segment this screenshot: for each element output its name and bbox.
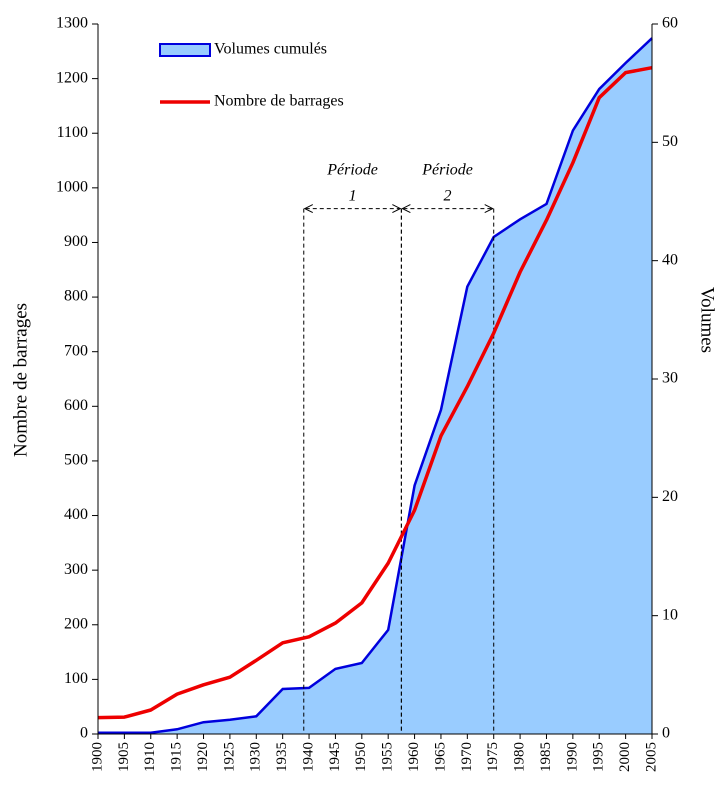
x-tick-label: 1980: [512, 742, 528, 772]
x-tick-label: 2005: [643, 742, 659, 772]
x-tick-label: 1955: [380, 742, 396, 772]
y-tick-label: 1300: [56, 15, 88, 32]
x-tick-label: 1950: [353, 742, 369, 772]
x-tick-label: 1975: [485, 742, 501, 772]
line: [97, 65, 653, 720]
x-tick-label: 1965: [432, 742, 448, 772]
x-tick-label: 1985: [538, 742, 554, 772]
y-tick-label: 800: [64, 288, 88, 305]
y2-tick-label: 60: [662, 15, 678, 32]
period-label: 2: [444, 187, 452, 204]
arrow-head: [392, 204, 402, 214]
x-tick-label: 1925: [221, 742, 237, 772]
y-tick-label: 1100: [57, 124, 88, 141]
period-label: Période: [421, 161, 473, 178]
x-tick-label: 1960: [406, 742, 422, 772]
y-tick-label: 1000: [56, 179, 88, 196]
arrow-head: [484, 204, 494, 214]
y2-axis-label: Volumes: [697, 287, 718, 353]
y-tick-label: 200: [64, 615, 88, 632]
x-tick-label: 1945: [327, 742, 343, 772]
y-tick-label: 500: [64, 452, 88, 469]
period-label: 1: [349, 187, 357, 204]
y2-tick-label: 50: [662, 133, 678, 150]
y-tick-label: 300: [64, 561, 88, 578]
y-tick-label: 600: [64, 397, 88, 414]
y-tick-label: 700: [64, 342, 88, 359]
y-tick-label: 0: [80, 725, 88, 742]
x-tick-label: 1970: [459, 742, 475, 772]
y2-tick-label: 20: [662, 488, 678, 505]
x-tick-label: 1900: [89, 742, 105, 772]
x-tick-label: 1995: [591, 742, 607, 772]
y-tick-label: 400: [64, 506, 88, 523]
y-tick-label: 1200: [56, 69, 88, 86]
x-tick-label: 1930: [248, 742, 264, 772]
x-tick-label: 1905: [116, 742, 132, 772]
x-tick-label: 1910: [142, 742, 158, 772]
y2-tick-label: 10: [662, 606, 678, 623]
legend-label: Nombre de barrages: [214, 93, 344, 110]
legend-swatch: [159, 43, 211, 57]
x-tick-label: 1935: [274, 742, 290, 772]
y-tick-label: 100: [64, 670, 88, 687]
x-tick-label: 2000: [617, 742, 633, 772]
x-tick-label: 1920: [195, 742, 211, 772]
y2-tick-label: 40: [662, 251, 678, 268]
arrow-head: [303, 204, 313, 214]
x-tick-label: 1915: [169, 742, 185, 772]
y-tick-label: 900: [64, 233, 88, 250]
y2-tick-label: 0: [662, 725, 670, 742]
arrow-head: [401, 204, 411, 214]
x-tick-label: 1990: [564, 742, 580, 772]
y2-tick-label: 30: [662, 370, 678, 387]
x-tick-label: 1940: [300, 742, 316, 772]
area-line: [98, 37, 653, 735]
period-label: Période: [326, 161, 378, 178]
legend-label: Volumes cumulés: [214, 41, 327, 58]
y-axis-label: Nombre de barrages: [10, 303, 31, 457]
area: [98, 38, 652, 734]
